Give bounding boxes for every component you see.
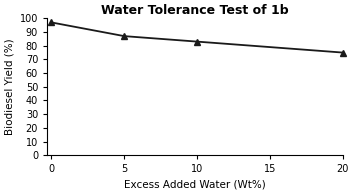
Title: Water Tolerance Test of 1b: Water Tolerance Test of 1b [101, 4, 289, 17]
X-axis label: Excess Added Water (Wt%): Excess Added Water (Wt%) [124, 180, 266, 190]
Y-axis label: Biodiesel Yield (%): Biodiesel Yield (%) [4, 38, 14, 135]
